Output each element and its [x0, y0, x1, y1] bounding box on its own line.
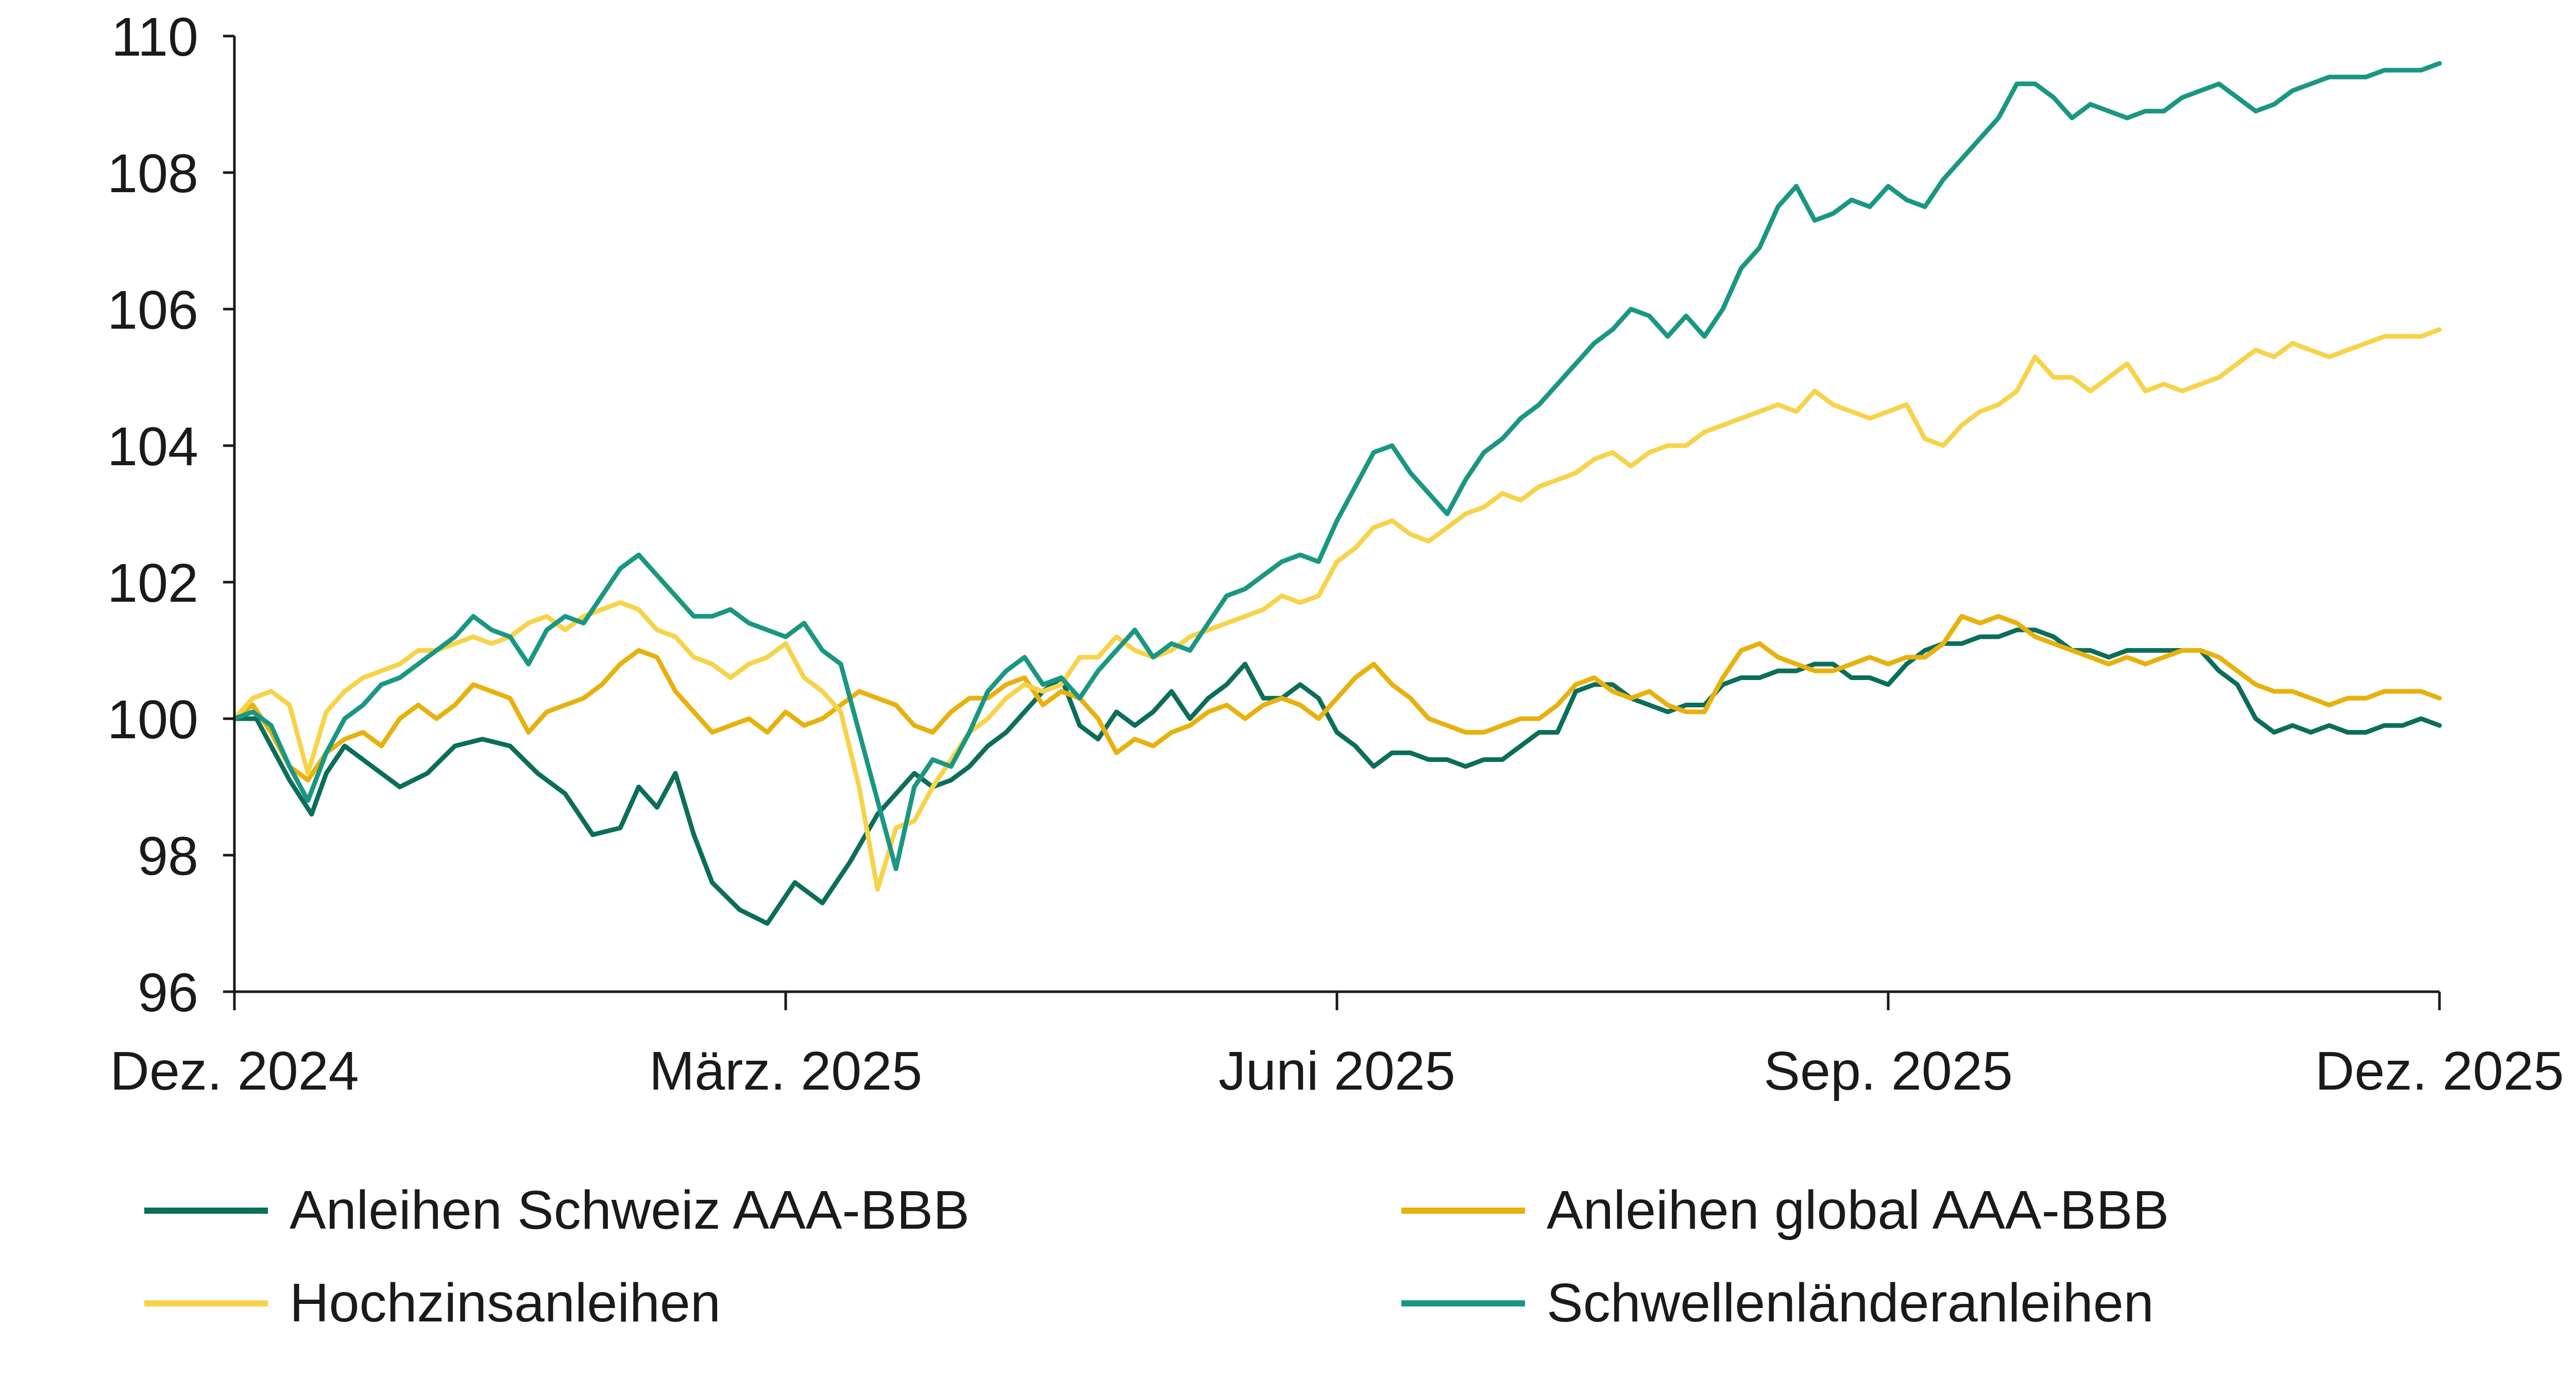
legend-label-4: Schwellenländeranleihen: [1547, 1272, 2154, 1333]
legend-label-1: Anleihen Schweiz AAA-BBB: [290, 1180, 970, 1241]
series-line-3: [232, 327, 2442, 892]
series-line-4: [232, 61, 2442, 871]
x-tick-label: März. 2025: [649, 1041, 922, 1101]
x-tick-label: Sep. 2025: [1764, 1041, 2012, 1101]
y-tick-label: 110: [111, 7, 198, 67]
legend: Anleihen Schweiz AAA-BBB Anleihen global …: [144, 1180, 2169, 1333]
y-tick-label: 106: [107, 280, 198, 341]
y-tick-label: 104: [107, 416, 198, 477]
series-line-2: [232, 614, 2442, 783]
y-tick-label: 102: [107, 553, 198, 614]
plot-lines: [232, 61, 2442, 926]
y-tick-label: 108: [107, 143, 198, 204]
series-line-1: [232, 627, 2442, 926]
y-axis-ticks: 96 98 100 102 104 106 108 110: [107, 7, 234, 1023]
x-tick-label: Dez. 2025: [2315, 1041, 2564, 1101]
x-tick-label: Juni 2025: [1218, 1041, 1455, 1101]
legend-label-2: Anleihen global AAA-BBB: [1547, 1180, 2169, 1241]
y-tick-label: 96: [138, 962, 198, 1023]
x-axis-ticks: Dez. 2024 März. 2025 Juni 2025 Sep. 2025 Dez…: [110, 992, 2564, 1101]
y-tick-label: 98: [138, 826, 198, 887]
x-tick-label: Dez. 2024: [110, 1041, 359, 1101]
legend-label-3: Hochzinsanleihen: [290, 1272, 721, 1333]
y-tick-label: 100: [107, 689, 198, 750]
